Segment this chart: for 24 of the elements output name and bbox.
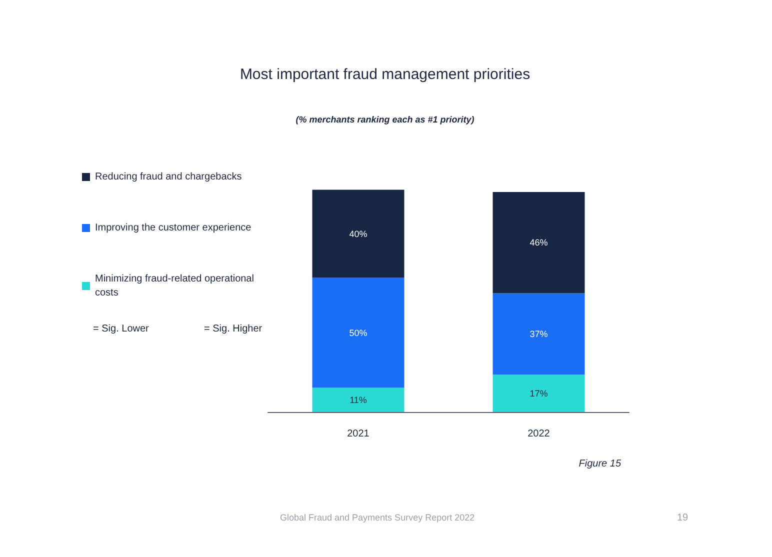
x-tick-label: 2021 xyxy=(347,428,370,440)
caption: Figure 15 xyxy=(578,458,622,470)
bar xyxy=(312,278,404,388)
data-label: 37% xyxy=(530,328,548,339)
legend-label: Improving the customer experience xyxy=(95,222,252,234)
bar xyxy=(312,190,404,278)
data-label: 46% xyxy=(530,238,548,248)
text: = Sig. Lower xyxy=(93,324,150,334)
bar xyxy=(492,192,585,294)
chart-title: Most important fraud management priorities xyxy=(240,66,530,83)
data-label: 50% xyxy=(349,328,368,338)
legend-label: Minimizing fraud-related operational costs xyxy=(95,274,257,298)
data-label: 17% xyxy=(530,388,548,398)
text: Global Fraud and Payments Survey Report 2022 xyxy=(280,512,475,522)
bar xyxy=(492,293,585,375)
x-tick-label: 2022 xyxy=(528,428,550,440)
text: 19 xyxy=(677,512,689,524)
data-label: 11% xyxy=(350,394,367,405)
bar xyxy=(312,388,404,412)
text: = Sig. Higher xyxy=(204,324,263,334)
bar xyxy=(492,374,585,412)
legend-label: Reducing fraud and chargebacks xyxy=(95,172,242,182)
chart-subtitle: (% merchants ranking each as #1 priority) xyxy=(296,114,474,124)
data-label: 40% xyxy=(349,228,368,239)
